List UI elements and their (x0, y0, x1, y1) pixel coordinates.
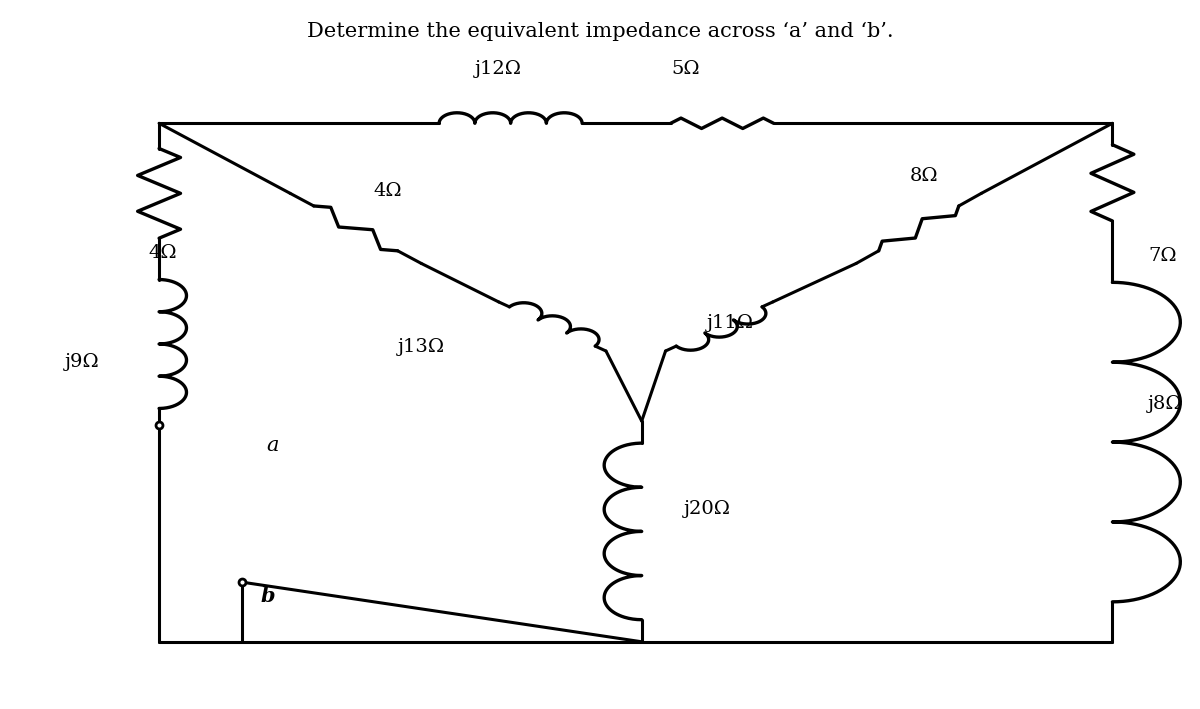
Text: b: b (260, 586, 275, 606)
Text: 5Ω: 5Ω (672, 60, 700, 78)
Text: 7Ω: 7Ω (1148, 247, 1177, 265)
Text: j20Ω: j20Ω (684, 500, 731, 518)
Text: Determine the equivalent impedance across ‘a’ and ‘b’.: Determine the equivalent impedance acros… (307, 22, 893, 41)
Text: 8Ω: 8Ω (910, 167, 938, 185)
Text: j13Ω: j13Ω (398, 338, 445, 357)
Text: j9Ω: j9Ω (65, 352, 100, 371)
Text: j12Ω: j12Ω (475, 60, 522, 78)
Text: 4Ω: 4Ω (373, 182, 402, 201)
Text: j11Ω: j11Ω (707, 314, 755, 332)
Text: 4Ω: 4Ω (149, 244, 176, 262)
Text: a: a (266, 436, 278, 455)
Text: j8Ω: j8Ω (1148, 394, 1183, 413)
